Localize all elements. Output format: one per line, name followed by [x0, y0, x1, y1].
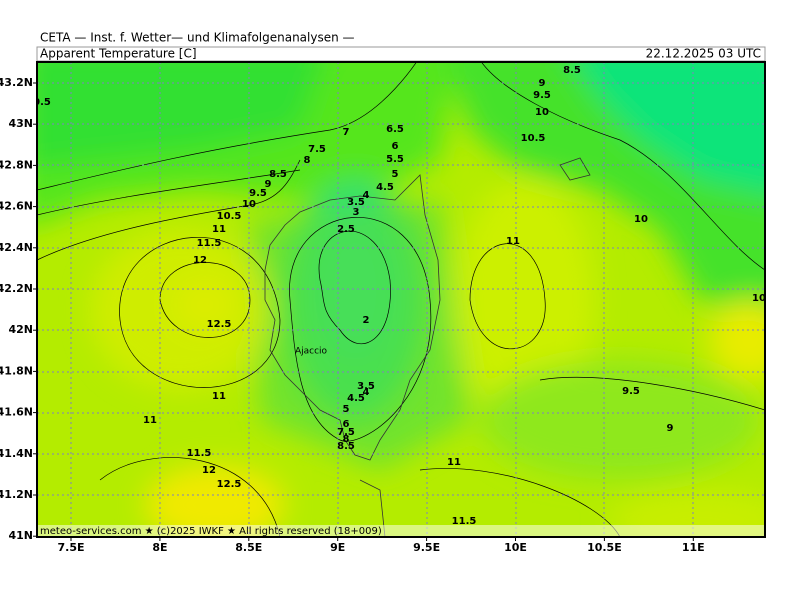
contour-label: 11.5: [197, 238, 222, 249]
lon-label: 9.5E: [413, 541, 440, 554]
contour-label: 10: [535, 107, 549, 118]
contour-label: 8.5: [337, 441, 355, 452]
lon-label: 11E: [682, 541, 705, 554]
valid-time: 22.12.2025 03 UTC: [646, 47, 761, 61]
footer: meteo-services.com ★ (c)2025 IWKF ★ All …: [40, 526, 382, 537]
lon-label: 8.5E: [235, 541, 262, 554]
contour-label: 12.5: [217, 479, 242, 490]
lat-label: 41.6N: [0, 406, 33, 419]
contour-label: 4.5: [376, 182, 394, 193]
contour-label: 11: [447, 457, 461, 468]
contour-label: 8.5: [269, 169, 287, 180]
contour-label: 12: [202, 465, 216, 476]
contour-label: 11.5: [452, 516, 477, 527]
contour-label: 3.5: [347, 197, 365, 208]
contour-label: 9: [265, 179, 272, 190]
contour-label: 10.5: [521, 133, 546, 144]
contour-label: 2: [363, 315, 370, 326]
graticule: [37, 62, 765, 537]
variable-name: Apparent Temperature [C]: [40, 47, 197, 61]
lat-label: 43N: [8, 117, 33, 130]
contour-label: 10: [752, 293, 766, 304]
contour-label: 9.5: [533, 90, 551, 101]
contour-label: 11: [506, 236, 520, 247]
lat-label: 42.8N: [0, 158, 33, 171]
lat-label: 42.4N: [0, 241, 33, 254]
contour-label: 10.5: [217, 211, 242, 222]
lon-label: 10E: [504, 541, 527, 554]
contour-label: 5: [343, 404, 350, 415]
contour-label: 8: [304, 155, 311, 166]
lat-label: 43.2N: [0, 76, 33, 89]
contour-label: 7.5: [337, 427, 355, 438]
contour-lines: [37, 62, 765, 537]
lat-label: 42N: [8, 323, 33, 336]
contour-label: 7: [343, 127, 350, 138]
contour-label: 7.5: [308, 144, 326, 155]
map-frame: [36, 61, 766, 538]
lon-label: 10.5E: [587, 541, 622, 554]
lat-label: 41.8N: [0, 364, 33, 377]
contour-label: 4: [363, 387, 370, 398]
contour-label: 6: [343, 419, 350, 430]
lat-label: 41.2N: [0, 488, 33, 501]
lat-label: 42.2N: [0, 282, 33, 295]
contour-label: 9.5: [249, 188, 267, 199]
lon-label: 9E: [330, 541, 345, 554]
coastline: [264, 157, 591, 537]
contour-label: 5.5: [386, 154, 404, 165]
contour-label: 9: [539, 78, 546, 89]
contour-label: 12: [193, 255, 207, 266]
contour-label: 10: [634, 214, 648, 225]
contour-label: 4: [363, 190, 370, 201]
contour-label: 11.5: [187, 448, 212, 459]
contour-label: 5: [392, 169, 399, 180]
contour-label: 9.5: [622, 386, 640, 397]
contour-label: 0.5: [33, 97, 51, 108]
lat-label: 41N: [8, 529, 33, 542]
contour-label: 8: [343, 434, 350, 445]
contour-label: 11: [212, 391, 226, 402]
lat-label: 41.4N: [0, 447, 33, 460]
contour-label: 6: [392, 141, 399, 152]
header-title: CETA — Inst. f. Wetter— und Klimafolgena…: [40, 31, 355, 45]
place-label: Ajaccio: [295, 347, 328, 357]
contour-label: 11: [212, 224, 226, 235]
contour-label: 3.5: [357, 381, 375, 392]
contour-label: 3: [353, 207, 360, 218]
lon-label: 7.5E: [57, 541, 84, 554]
lat-label: 42.6N: [0, 200, 33, 213]
contour-label: 10: [242, 199, 256, 210]
contour-label: 2.5: [337, 224, 355, 235]
contour-label: 9: [667, 423, 674, 434]
contour-label: 8.5: [563, 65, 581, 76]
contour-label: 6.5: [386, 124, 404, 135]
lon-label: 8E: [152, 541, 167, 554]
axes: 43.2N 43N 42.8N 42.6N 42.4N 42.2N 42N 41.8N 41.6…: [0, 76, 705, 554]
contour-label: 11: [143, 415, 157, 426]
contour-label: 4.5: [347, 393, 365, 404]
contour-label: 12.5: [207, 319, 232, 330]
